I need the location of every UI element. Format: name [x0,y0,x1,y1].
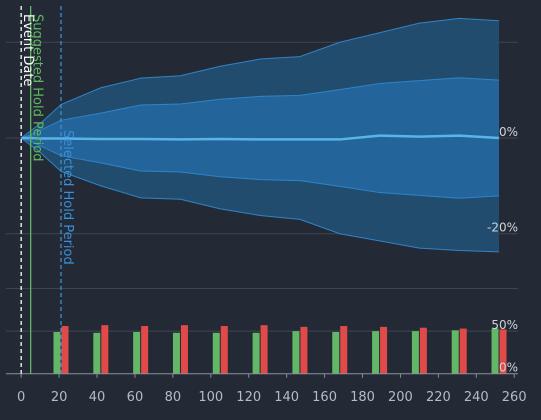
green-bar [53,331,61,374]
red-bar [340,326,348,374]
green-bar [133,331,141,374]
selected-hold-label: Selected Hold Period [60,130,75,265]
red-bar [101,325,109,374]
red-bar [380,326,388,374]
green-bar [172,332,180,374]
x-tick-label: 20 [51,390,68,405]
x-tick-label: 40 [89,390,106,405]
x-tick-label: 100 [198,390,223,405]
x-tick-label: 200 [388,390,413,405]
x-tick-label: 180 [350,390,375,405]
green-bar [332,331,340,374]
green-bar [491,328,499,374]
green-bar [292,331,300,374]
green-bar [93,332,101,374]
red-bar [300,326,308,374]
bottom-y-tick-label: 0% [499,361,518,375]
x-tick-label: 120 [236,390,261,405]
x-tick-label: 80 [165,390,182,405]
x-tick-label: 220 [426,390,451,405]
red-bar [499,329,507,374]
green-bar [372,331,380,374]
x-tick-label: 60 [127,390,144,405]
red-bar [61,326,69,374]
outer-lower-line [20,137,500,253]
x-tick-label: 140 [274,390,299,405]
red-bar [180,325,188,374]
bottom-y-tick-label: 50% [491,318,518,332]
top-y-tick-label: 0% [499,125,518,139]
red-bar [419,327,427,374]
green-bar [411,331,419,374]
inner-lower-line [21,137,500,199]
red-bar [459,328,467,374]
inner-upper-line [21,77,500,139]
outer-upper-line [20,17,500,139]
suggested-hold-label: Suggested Hold Period [30,14,45,162]
x-tick-label: 240 [464,390,489,405]
red-bar [260,325,268,374]
x-tick-label: 260 [502,390,527,405]
top-y-tick-label: -20% [487,221,518,235]
event-date-label: Event Date [20,14,35,86]
x-tick-label: 0 [17,390,25,405]
x-tick-label: 160 [312,390,337,405]
inner-band [21,77,500,199]
green-bar [451,330,459,374]
red-bar [141,326,149,374]
median-line [21,134,500,141]
red-bar [220,326,228,374]
green-bar [212,332,220,374]
green-bar [252,332,260,374]
